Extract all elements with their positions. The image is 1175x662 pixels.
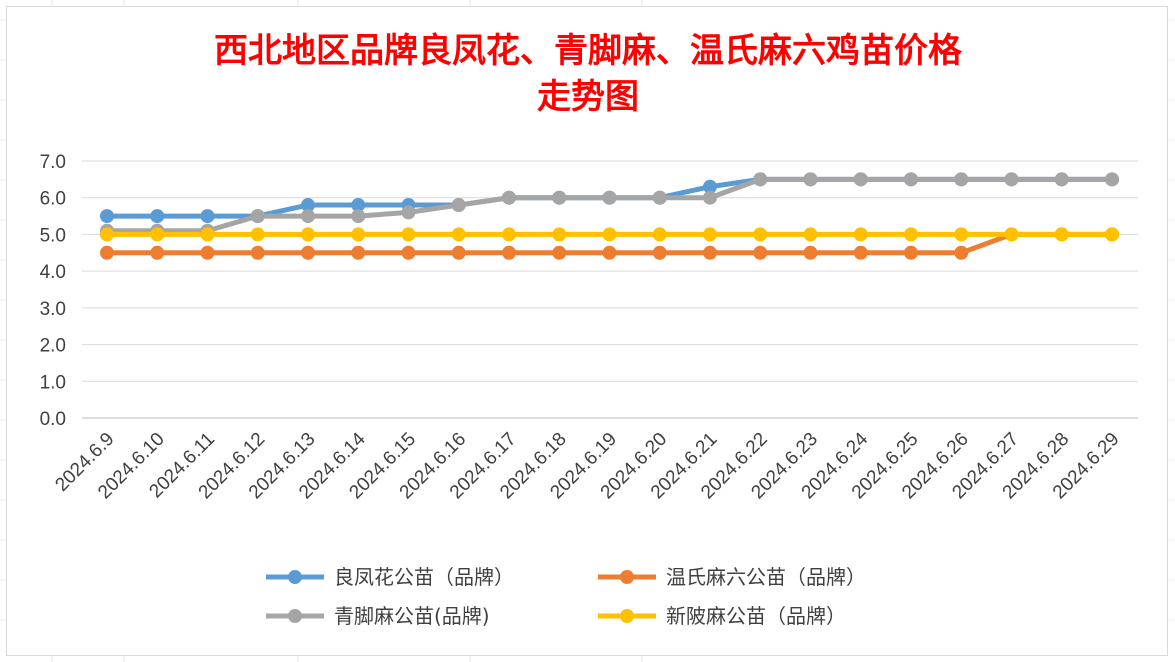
data-point (703, 179, 717, 194)
data-point (100, 245, 114, 260)
data-point (100, 209, 114, 224)
series-lines (100, 172, 1119, 260)
legend-swatch-marker (288, 570, 302, 584)
data-point (301, 245, 315, 260)
data-point (904, 172, 918, 187)
legend-swatch-marker (288, 609, 302, 623)
data-point (552, 190, 567, 205)
y-tick-label: 3.0 (40, 299, 66, 320)
y-tick-label: 6.0 (40, 189, 66, 210)
data-point (301, 209, 315, 224)
legend-label: 良凤花公苗（品牌） (334, 565, 514, 589)
chart-title-line-1: 西北地区品牌良凤花、青脚麻、温氏麻六鸡苗价格 (214, 31, 963, 71)
data-point (954, 227, 969, 242)
chart-title-line-2: 走势图 (537, 77, 639, 117)
legend-label: 青脚麻公苗(品牌) (334, 604, 490, 628)
data-point (250, 245, 265, 260)
data-point (652, 227, 667, 242)
y-tick-label: 2.0 (40, 336, 66, 357)
series-1 (100, 227, 1119, 260)
legend: 良凤花公苗（品牌） 温氏麻六公苗（品牌） 青脚麻公苗(品牌) 新陂麻公苗（品牌） (266, 565, 866, 628)
legend-item-3: 新陂麻公苗（品牌） (598, 604, 846, 628)
legend-item-0: 良凤花公苗（品牌） (266, 565, 514, 589)
data-point (1105, 172, 1119, 187)
series-3 (100, 227, 1119, 242)
data-point (954, 172, 969, 187)
data-point (602, 227, 617, 242)
legend-swatch-marker (620, 570, 634, 584)
data-point (1004, 227, 1019, 242)
legend-item-2: 青脚麻公苗(品牌) (266, 604, 490, 628)
data-point (351, 227, 366, 242)
data-point (652, 245, 667, 260)
data-point (351, 245, 366, 260)
data-point (803, 227, 818, 242)
y-axis-tick-labels: 0.0 1.0 2.0 3.0 4.0 5.0 6.0 7.0 (40, 152, 66, 430)
data-point (401, 205, 416, 220)
legend-label: 新陂麻公苗（品牌） (666, 604, 846, 628)
data-point (200, 245, 215, 260)
data-point (301, 198, 315, 213)
legend-item-1: 温氏麻六公苗（品牌） (598, 565, 866, 589)
y-tick-label: 5.0 (40, 225, 66, 246)
y-tick-label: 4.0 (40, 262, 66, 283)
data-point (954, 245, 969, 260)
data-point (502, 190, 516, 205)
chart-area[interactable] (6, 6, 1168, 656)
data-point (753, 227, 768, 242)
data-point (451, 198, 466, 213)
y-tick-label: 0.0 (40, 409, 66, 430)
data-point (552, 227, 567, 242)
data-point (150, 245, 165, 260)
y-tick-label: 1.0 (40, 372, 66, 393)
y-tick-label: 7.0 (40, 152, 66, 173)
chart-title: 西北地区品牌良凤花、青脚麻、温氏麻六鸡苗价格 走势图 (214, 31, 963, 117)
data-point (1054, 172, 1069, 187)
data-point (301, 227, 315, 242)
data-point (803, 245, 818, 260)
data-point (703, 245, 717, 260)
data-point (703, 190, 717, 205)
data-point (401, 245, 416, 260)
data-point (904, 227, 918, 242)
data-point (250, 209, 265, 224)
x-axis-tick-labels: 2024.6.92024.6.102024.6.112024.6.122024.… (51, 428, 1123, 503)
data-point (753, 172, 768, 187)
data-point (652, 190, 667, 205)
data-point (753, 245, 768, 260)
data-point (502, 245, 516, 260)
data-point (502, 227, 516, 242)
legend-label: 温氏麻六公苗（品牌） (666, 565, 866, 589)
data-point (250, 227, 265, 242)
data-point (703, 227, 717, 242)
data-point (904, 245, 918, 260)
data-point (351, 209, 366, 224)
data-point (602, 245, 617, 260)
data-point (1054, 227, 1069, 242)
data-point (451, 245, 466, 260)
data-point (351, 198, 366, 213)
data-point (150, 209, 165, 224)
data-point (853, 245, 868, 260)
data-point (803, 172, 818, 187)
data-point (552, 245, 567, 260)
data-point (853, 227, 868, 242)
data-point (100, 227, 114, 242)
data-point (451, 227, 466, 242)
data-point (1105, 227, 1119, 242)
data-point (1004, 172, 1019, 187)
legend-swatch-marker (620, 609, 634, 623)
data-point (200, 209, 215, 224)
data-point (200, 227, 215, 242)
data-point (602, 190, 617, 205)
data-point (150, 227, 165, 242)
data-point (853, 172, 868, 187)
data-point (401, 227, 416, 242)
